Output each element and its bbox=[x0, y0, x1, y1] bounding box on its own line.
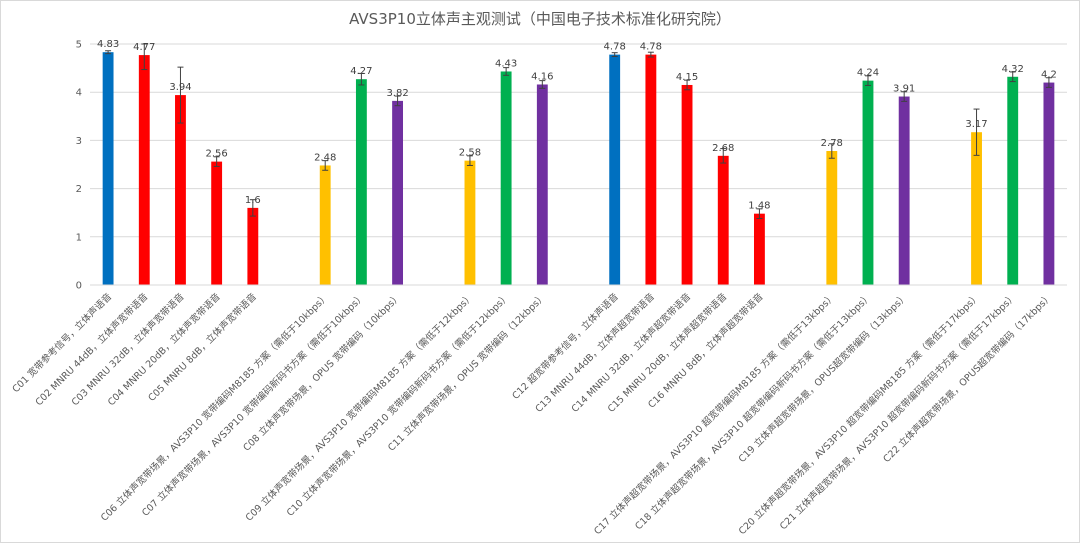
data-label: 3.82 bbox=[386, 88, 408, 99]
bar bbox=[536, 84, 548, 285]
bar bbox=[1007, 76, 1019, 285]
x-category-label: C10 立体声宽带场景，AVS3P10 宽带编码新码书方案（需低于12kbps） bbox=[284, 291, 512, 519]
data-label: 3.94 bbox=[169, 82, 191, 93]
bar bbox=[247, 207, 259, 285]
data-label: 4.43 bbox=[495, 58, 517, 69]
y-tick-label: 4 bbox=[76, 88, 82, 99]
data-label: 4.77 bbox=[133, 42, 155, 53]
x-category-label: C09 立体声宽带场景，AVS3P10 宽带编码M8185 方案（需低于12kb… bbox=[243, 291, 476, 524]
bar bbox=[319, 165, 331, 285]
data-label: 4.32 bbox=[1002, 64, 1024, 75]
data-label: 4.16 bbox=[531, 71, 553, 82]
data-label: 2.68 bbox=[712, 143, 734, 154]
bar bbox=[862, 80, 874, 286]
x-category-label: C18 立体声超宽带场景，AVS3P10 超宽带编码新码书方案（需低于13kbp… bbox=[633, 291, 875, 533]
x-category-label: C21 立体声超宽带场景，AVS3P10 超宽带编码新码书方案（需低于17kbp… bbox=[777, 291, 1019, 533]
data-label: 4.83 bbox=[97, 39, 119, 50]
data-label: 4.24 bbox=[857, 68, 879, 79]
y-tick-label: 0 bbox=[76, 281, 82, 292]
bar bbox=[392, 100, 404, 285]
x-category-label: C11 立体声宽带场景，OPUS 宽带编码（12kbps） bbox=[385, 291, 548, 454]
data-label: 2.78 bbox=[821, 138, 843, 149]
bar bbox=[753, 213, 765, 285]
bar bbox=[971, 132, 982, 285]
data-label: 3.17 bbox=[965, 119, 987, 130]
bar bbox=[102, 52, 114, 285]
data-label: 3.91 bbox=[893, 84, 915, 95]
bar bbox=[681, 84, 693, 285]
data-label: 2.56 bbox=[206, 149, 228, 160]
y-tick-label: 3 bbox=[76, 136, 82, 147]
data-label: 4.78 bbox=[640, 42, 662, 53]
bar bbox=[464, 160, 476, 285]
bar bbox=[211, 161, 223, 285]
x-category-label: C20 立体声超宽带场景，AVS3P10 超宽带编码M8185 方案（需低于17… bbox=[736, 291, 982, 537]
bar bbox=[355, 79, 367, 285]
y-tick-label: 1 bbox=[76, 232, 82, 243]
x-category-label: C07 立体声宽带场景，AVS3P10 宽带编码新码书方案（需低于10kbps） bbox=[139, 291, 367, 519]
x-category-label: C06 立体声宽带场景，AVS3P10 宽带编码M8185 方案（需低于10kb… bbox=[98, 291, 331, 524]
y-tick-label: 2 bbox=[76, 184, 82, 195]
bar bbox=[645, 54, 657, 285]
bar bbox=[717, 155, 729, 285]
data-label: 4.27 bbox=[350, 66, 372, 77]
data-label: 1.6 bbox=[245, 195, 261, 206]
bar bbox=[609, 54, 621, 285]
x-category-label: C22 立体声超宽带场景，OPUS超宽带编码（17kbps） bbox=[881, 291, 1055, 465]
chart-title: AVS3P10立体声主观测试（中国电子技术标准化研究院） bbox=[349, 10, 731, 28]
y-tick-label: 5 bbox=[76, 40, 82, 51]
data-label: 2.48 bbox=[314, 152, 336, 163]
bar bbox=[826, 151, 838, 285]
data-label: 4.78 bbox=[604, 42, 626, 53]
bar bbox=[500, 71, 512, 285]
data-label: 4.2 bbox=[1041, 70, 1057, 81]
bar bbox=[175, 95, 186, 285]
data-label: 1.48 bbox=[748, 201, 770, 212]
data-label: 4.15 bbox=[676, 72, 698, 83]
bar bbox=[898, 96, 910, 286]
bar bbox=[1043, 82, 1055, 285]
data-label: 2.58 bbox=[459, 148, 481, 159]
x-category-label: C19 立体声超宽带场景，OPUS超宽带编码（13kbps） bbox=[736, 291, 910, 465]
bar bbox=[138, 55, 150, 285]
